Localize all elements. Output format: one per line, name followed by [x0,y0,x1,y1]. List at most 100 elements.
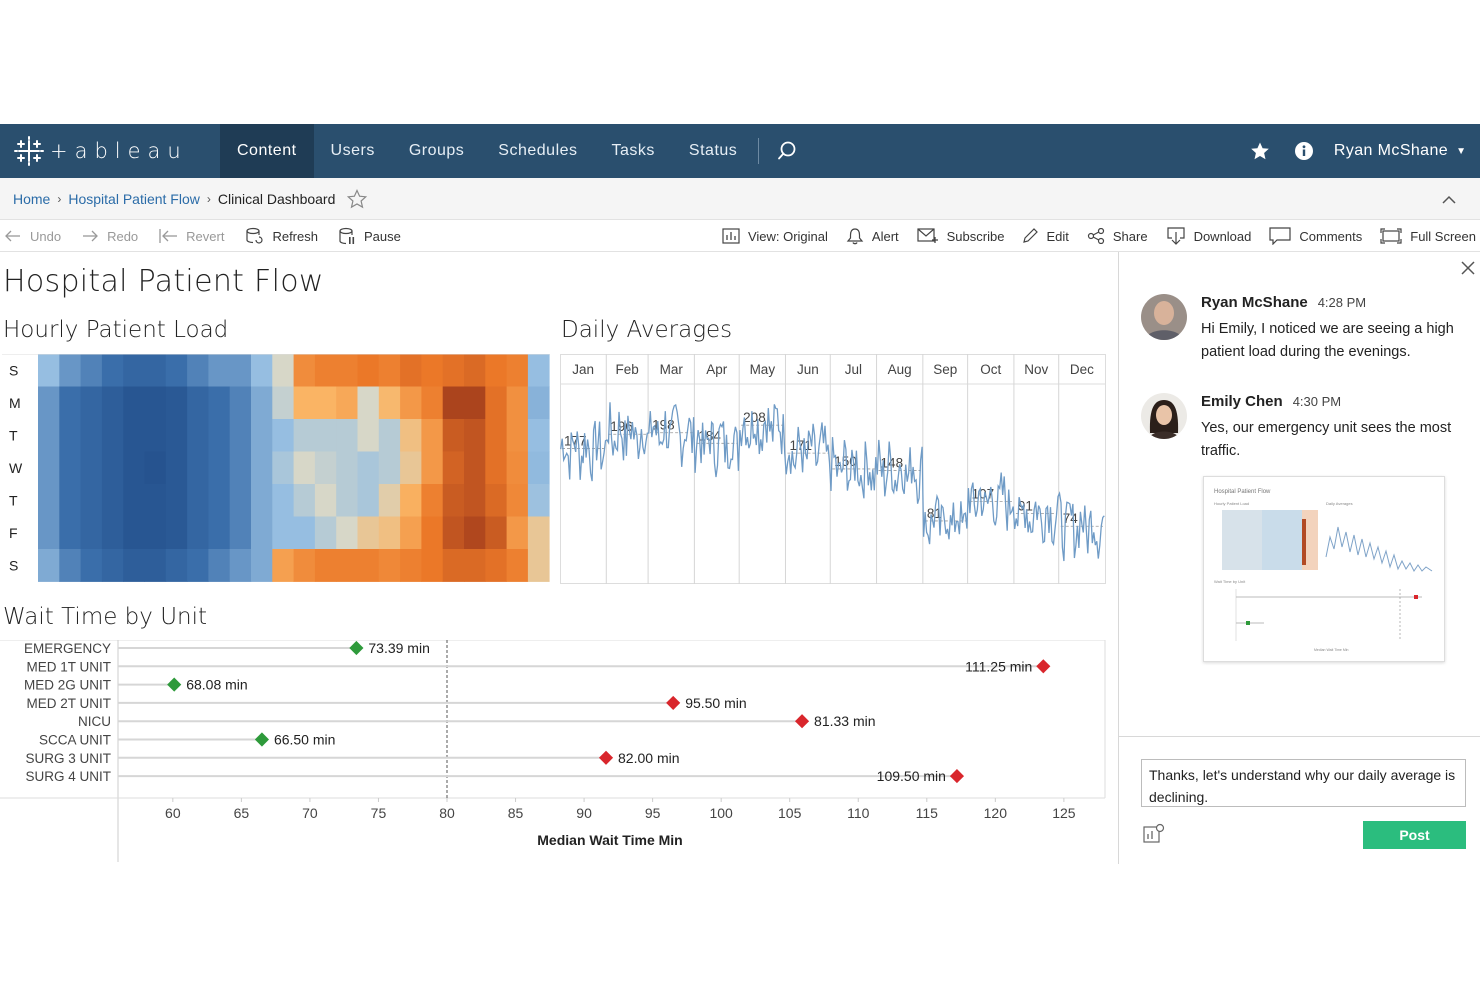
month-label: Jun [797,362,819,377]
heatmap-cell [527,549,550,582]
breadcrumb: Home › Hospital Patient Flow › Clinical … [0,178,1480,220]
attach-snapshot-button[interactable] [1143,823,1165,848]
heatmap-cell [144,516,167,550]
heatmap-cell [527,419,550,452]
breadcrumb-home[interactable]: Home [13,190,51,207]
alert-button[interactable]: Alert [846,227,899,245]
comments-button[interactable]: Comments [1269,227,1362,245]
heatmap-cell [123,484,145,517]
daily-averages-line-chart[interactable]: Jan177Feb196Mar198Apr184May208Jun171Jul1… [560,354,1108,586]
tableau-logo[interactable]: +ableau [14,134,188,168]
download-button[interactable]: Download [1166,227,1251,245]
user-menu[interactable]: Ryan McShane ▼ [1326,142,1466,160]
month-label: Nov [1024,362,1048,377]
heatmap-cell [400,516,422,550]
revert-button[interactable]: Revert [158,228,224,244]
favorite-star-button[interactable] [347,188,368,209]
comment-input[interactable]: Thanks, let's understand why our daily a… [1141,759,1466,807]
heatmap-cell [123,516,145,550]
info-button[interactable] [1294,141,1314,161]
heatmap-cell [101,386,124,420]
share-button[interactable]: Share [1087,228,1148,244]
heatmap-cell [144,354,167,387]
close-comments-button[interactable] [1460,260,1476,281]
month-label: Dec [1070,362,1094,377]
heatmap-cell [101,516,124,550]
x-tick-label: 115 [916,805,939,821]
avatar [1141,294,1187,340]
nav-item-schedules[interactable]: Schedules [498,142,578,159]
comments-panel: Ryan McShane 4:28 PM Hi Emily, I noticed … [1118,252,1480,864]
wait-value-label: 66.50 min [274,732,335,748]
heatmap-cell [442,419,465,452]
download-icon [1166,227,1185,245]
pause-button[interactable]: Pause [338,226,401,246]
close-icon [1461,261,1475,275]
nav-item-tasks[interactable]: Tasks [611,142,655,159]
thumb-bottom-title: Wait Time by Unit [1214,579,1246,584]
heatmap-cell [101,549,124,582]
heatmap-cell [421,516,444,550]
heatmap-cell [506,354,529,387]
comment-item: Emily Chen 4:30 PM Yes, our emergency uni… [1141,393,1471,473]
chevron-up-icon [1442,195,1456,204]
heatmap-cell [59,354,81,387]
comment-text: Hi Emily, I noticed we are seeing a high… [1201,321,1454,360]
favorites-button[interactable] [1250,141,1270,161]
breadcrumb-workbook[interactable]: Hospital Patient Flow [68,190,200,207]
collapse-button[interactable] [1442,192,1456,208]
heatmap-cell [378,451,401,485]
undo-button[interactable]: Undo [4,229,61,244]
undo-label: Undo [30,228,62,244]
view-button[interactable]: View: Original [722,228,828,244]
heatmap-cell [229,484,252,517]
nav-item-groups[interactable]: Groups [408,142,465,159]
nav-item-status[interactable]: Status [688,142,738,159]
heatmap-cell [400,549,422,582]
heatmap-cell [357,549,380,582]
heatmap-cell [187,386,209,420]
view-label: View: Original [747,228,828,244]
heatmap-cell [314,484,337,517]
unit-label: EMERGENCY [24,641,111,656]
redo-button[interactable]: Redo [81,229,138,244]
heatmap-cell [421,419,444,452]
heatmap-cell [251,386,273,420]
heatmap-cell [80,354,103,387]
heatmap-cell [400,354,422,387]
heatmap-cell [123,386,145,420]
post-button[interactable]: Post [1363,821,1466,849]
heatmap-cell [400,386,422,420]
heatmap-cell [251,451,273,485]
x-axis-title: Median Wait Time Min [537,832,682,848]
heatmap-row-label: S [9,557,18,573]
fullscreen-button[interactable]: Full Screen [1380,228,1476,244]
heatmap-cell [208,484,231,517]
nav-item-content[interactable]: Content [220,124,314,178]
wait-time-by-unit-chart[interactable]: EMERGENCY 73.39 min MED 1T UNIT 111.25 min M… [0,640,1110,864]
edit-button[interactable]: Edit [1022,228,1069,244]
heatmap-cell [59,386,81,420]
tableau-logo-icon [14,136,44,166]
wait-value-label: 73.39 min [368,640,429,656]
month-label: Sep [933,362,957,377]
x-tick-label: 85 [508,805,524,821]
heatmap-cell [506,386,529,420]
heatmap-cell [38,484,60,517]
heatmap-cell [357,386,380,420]
dashboard-snapshot-thumbnail[interactable]: Hospital Patient Flow Hourly Patient Loa… [1203,476,1445,662]
heatmap-cell [144,484,167,517]
tableau-app: +ableau Content Users Groups Schedules T… [0,124,1480,864]
subscribe-button[interactable]: Subscribe [917,228,1004,244]
heatmap-cell [378,386,401,420]
heatmap-cell [336,354,358,387]
nav-item-users[interactable]: Users [330,142,375,159]
month-label: Feb [616,362,639,377]
nav-search-button[interactable] [767,124,807,178]
heatmap-cell [293,516,316,550]
heatmap-cell [400,484,422,517]
refresh-button[interactable]: Refresh [244,226,318,246]
star-outline-icon [347,188,368,208]
heatmap-cell [357,451,380,485]
